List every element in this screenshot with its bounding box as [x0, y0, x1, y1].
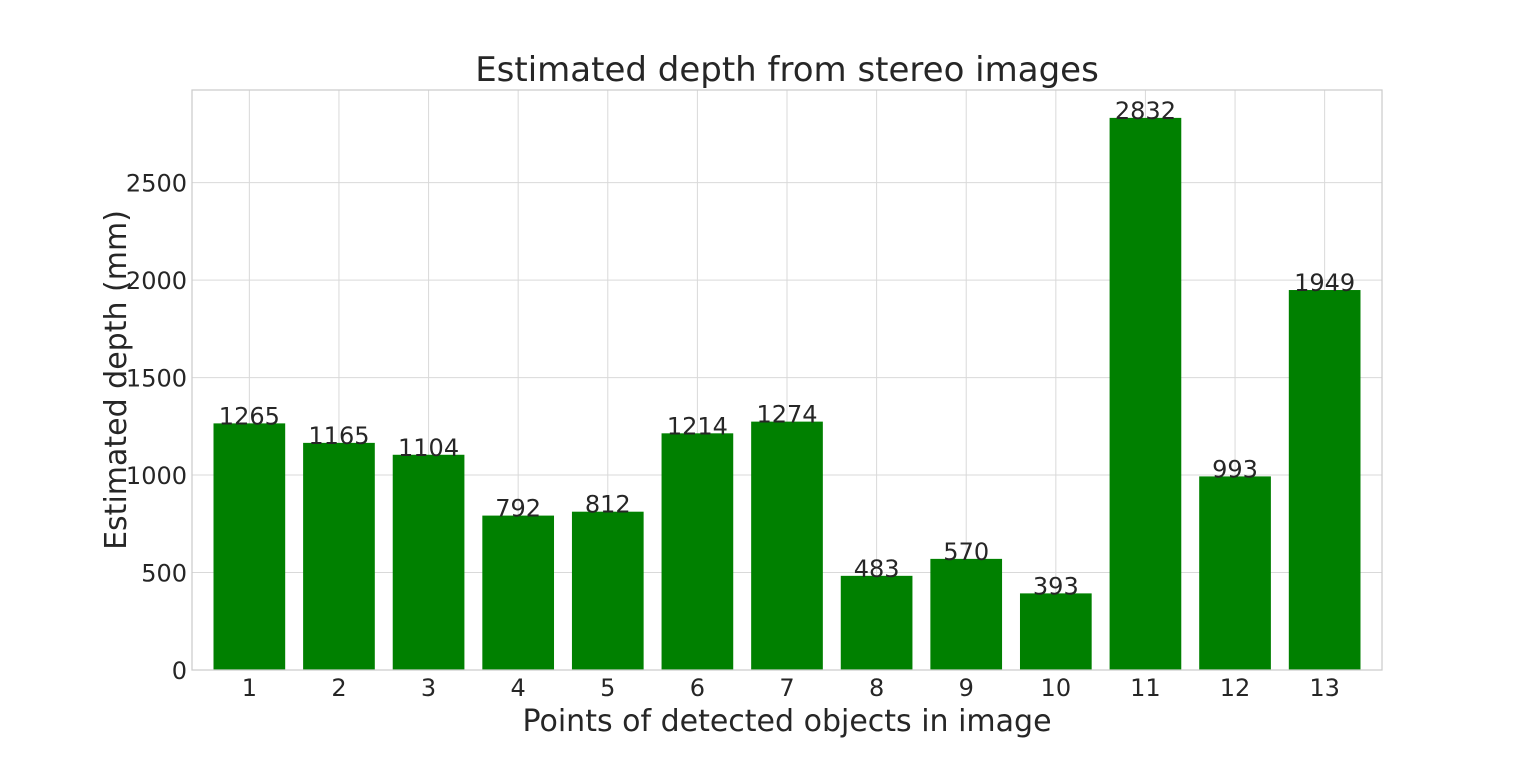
x-tick-label: 5	[600, 674, 615, 702]
x-tick-label: 11	[1130, 674, 1161, 702]
x-tick-label: 4	[511, 674, 526, 702]
bar-11	[1109, 117, 1182, 671]
y-tick-label: 2000	[126, 267, 187, 295]
bar-value-label: 1265	[219, 402, 280, 430]
x-tick-label: 1	[242, 674, 257, 702]
bar-value-label: 2832	[1115, 97, 1176, 125]
bar-value-label: 1104	[398, 434, 459, 462]
bar-9	[930, 558, 1003, 670]
bar-value-label: 1949	[1294, 269, 1355, 297]
bar-3	[392, 454, 465, 670]
bar-value-label: 1274	[756, 401, 817, 429]
y-tick-label: 500	[141, 560, 187, 588]
bars	[213, 117, 1361, 671]
x-tick-label: 7	[779, 674, 794, 702]
grid-lines	[192, 90, 1382, 671]
x-tick-label: 9	[959, 674, 974, 702]
bar-value-label: 993	[1212, 455, 1258, 483]
y-tick-label: 0	[172, 657, 187, 685]
x-tick-label: 3	[421, 674, 436, 702]
chart-title: Estimated depth from stereo images	[475, 50, 1099, 90]
x-tick-label: 12	[1220, 674, 1251, 702]
data-labels: 1265 1165 1104 792 812 1214 1274 483 570 393 2832 9…	[219, 97, 1355, 601]
bar-value-label: 570	[943, 538, 989, 566]
bar-10	[1019, 593, 1092, 670]
bar-4	[482, 515, 555, 670]
bar-value-label: 483	[854, 555, 900, 583]
bar-13	[1288, 290, 1361, 670]
x-tick-label: 2	[331, 674, 346, 702]
x-tick-label: 8	[869, 674, 884, 702]
bar-1	[213, 423, 286, 670]
y-tick-label: 2500	[126, 170, 187, 198]
x-tick-label: 13	[1309, 674, 1340, 702]
plot-frame	[191, 89, 1383, 671]
x-tick-label: 6	[690, 674, 705, 702]
bar-value-label: 393	[1033, 572, 1079, 600]
bar-5	[571, 511, 644, 670]
bar-12	[1199, 476, 1271, 670]
bar-7	[751, 421, 823, 670]
x-tick-label: 10	[1041, 674, 1072, 702]
bar-8	[840, 575, 913, 670]
y-tick-label: 1000	[126, 462, 187, 490]
bar-value-label: 792	[495, 495, 541, 523]
bar-value-label: 812	[585, 491, 631, 519]
bar-6	[661, 433, 734, 670]
bar-value-label: 1165	[308, 422, 369, 450]
bar-value-label: 1214	[667, 412, 728, 440]
y-tick-label: 1500	[126, 365, 187, 393]
y-axis-title: Estimated depth (mm)	[99, 210, 134, 550]
x-axis-title: Points of detected objects in image	[522, 704, 1051, 739]
bar-2	[303, 442, 375, 670]
